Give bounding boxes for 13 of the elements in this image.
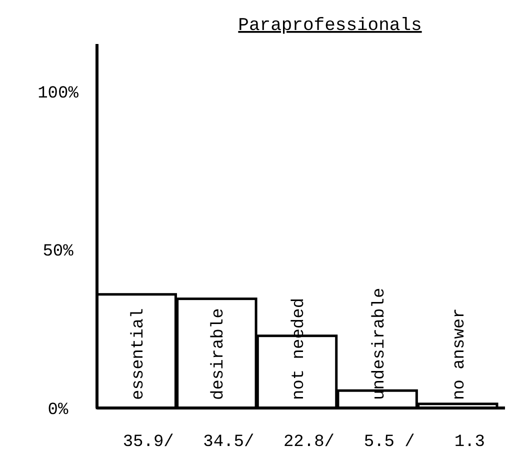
data-label: 22.8/	[283, 433, 335, 452]
y-tick-label: 0%	[48, 400, 69, 420]
data-label: 35.9/	[122, 433, 174, 452]
x-tick-label: essential	[129, 308, 148, 400]
y-tick-label: 100%	[38, 84, 80, 104]
x-tick-label: desirable	[210, 308, 229, 400]
x-tick-label: undesirable	[370, 288, 390, 400]
y-tick-label: 50%	[42, 242, 74, 262]
data-label: 34.5/	[203, 433, 254, 452]
chart-title: Paraprofessionals	[238, 16, 422, 36]
data-label: 1.3	[454, 433, 485, 452]
x-tick-label: no answer	[450, 308, 470, 400]
data-label: 5.5 /	[364, 433, 415, 452]
